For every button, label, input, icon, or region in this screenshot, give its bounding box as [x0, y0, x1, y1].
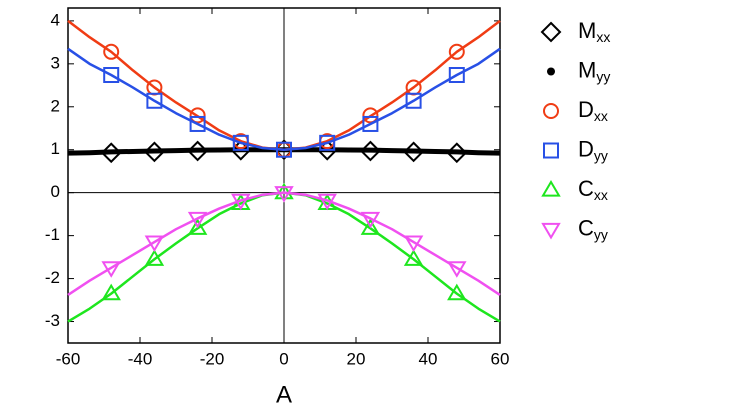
marker — [403, 249, 424, 266]
legend-label: Myy — [578, 57, 610, 84]
marker — [189, 115, 206, 132]
marker — [276, 141, 292, 158]
legend-label: Mxx — [578, 18, 610, 45]
legend-subscript: xx — [594, 108, 608, 124]
marker — [541, 222, 561, 240]
marker — [187, 218, 208, 235]
marker — [319, 134, 336, 151]
legend-subscript: yy — [594, 226, 608, 242]
x-tick-label: -60 — [56, 349, 81, 368]
marker — [362, 107, 379, 124]
x-axis-label: A — [276, 381, 292, 408]
marker — [405, 92, 422, 109]
y-tick-label: -1 — [45, 225, 60, 244]
marker — [447, 261, 467, 278]
x-tick-label: -20 — [200, 349, 225, 368]
marker — [103, 43, 120, 60]
marker — [541, 180, 561, 197]
marker — [189, 107, 206, 124]
marker — [146, 92, 163, 109]
y-tick-label: 3 — [51, 53, 60, 72]
y-tick-label: 1 — [51, 139, 60, 158]
marker — [232, 134, 249, 151]
legend-name: D — [578, 97, 594, 122]
marker — [360, 211, 381, 229]
x-tick-label: 40 — [419, 349, 438, 368]
marker — [231, 193, 251, 211]
marker — [144, 235, 165, 253]
marker — [101, 261, 121, 278]
y-tick-label: 4 — [51, 10, 60, 29]
marker — [543, 103, 559, 119]
legend-subscript: yy — [594, 147, 608, 163]
marker — [540, 21, 562, 43]
plot-frame — [67, 7, 501, 344]
legend-name: C — [578, 215, 594, 240]
marker — [547, 67, 555, 76]
legend-name: D — [578, 136, 594, 161]
legend-name: M — [578, 57, 596, 82]
legend-label: Dxx — [578, 97, 608, 124]
legend-name: M — [578, 18, 596, 43]
marker — [101, 283, 121, 301]
marker — [447, 283, 467, 301]
y-tick-label: 0 — [51, 182, 60, 201]
marker — [103, 67, 120, 83]
marker — [543, 142, 559, 159]
y-tick-label: 2 — [51, 96, 60, 115]
series-line — [67, 191, 501, 296]
legend-name: C — [578, 176, 594, 201]
marker — [317, 193, 337, 211]
y-tick-label: -2 — [45, 268, 60, 287]
series-line — [67, 47, 501, 151]
legend-label: Cyy — [578, 215, 608, 242]
x-tick-label: -40 — [128, 349, 153, 368]
x-tick-label: 60 — [491, 349, 510, 368]
marker — [360, 218, 381, 235]
marker — [187, 211, 208, 229]
marker — [448, 67, 465, 83]
marker — [448, 43, 465, 60]
y-tick-label: -3 — [45, 311, 60, 330]
marker — [362, 115, 379, 132]
x-tick-label: 0 — [279, 349, 288, 368]
legend-subscript: xx — [596, 29, 610, 45]
marker — [274, 182, 294, 200]
marker — [403, 235, 424, 253]
x-tick-label: 20 — [347, 349, 366, 368]
legend-subscript: yy — [596, 68, 610, 84]
marker — [274, 186, 294, 203]
legend-label: Cxx — [578, 176, 608, 203]
marker — [144, 249, 165, 266]
legend-label: Dyy — [578, 136, 608, 163]
legend-subscript: xx — [594, 187, 608, 203]
